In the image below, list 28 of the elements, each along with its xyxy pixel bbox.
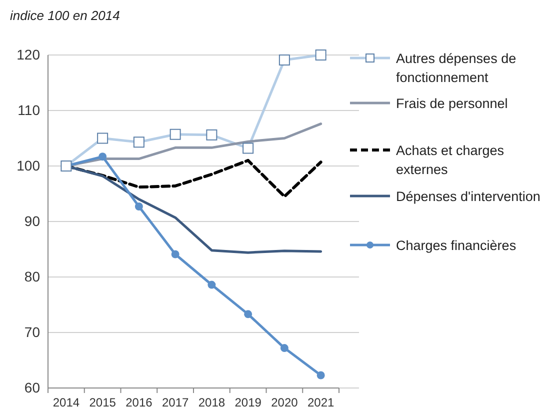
chart-subtitle: indice 100 en 2014 xyxy=(10,8,120,23)
legend-label: Frais de personnel xyxy=(396,96,508,111)
y-tick-label: 80 xyxy=(24,268,40,284)
x-tick-label: 2015 xyxy=(89,396,116,410)
legend-label: Achats et charges externes xyxy=(396,143,504,177)
x-tick-label: 2019 xyxy=(234,396,262,410)
x-tick-label: 2021 xyxy=(307,396,334,410)
x-tick-label: 2018 xyxy=(198,396,226,410)
x-tick-label: 2014 xyxy=(52,396,80,410)
x-tick-label: 2017 xyxy=(162,396,189,410)
legend-label: Autres dépenses de fonctionnement xyxy=(396,51,516,85)
point xyxy=(280,344,288,352)
point xyxy=(208,280,216,289)
x-tick-label: 2020 xyxy=(271,396,298,410)
y-tick-label: 100 xyxy=(16,157,40,174)
point xyxy=(134,202,143,211)
y-tick-label: 70 xyxy=(24,324,40,340)
y-tick-label: 60 xyxy=(24,379,40,396)
y-tick-label: 110 xyxy=(18,102,40,118)
y-tick-label: 90 xyxy=(24,212,40,229)
point xyxy=(171,250,180,258)
point xyxy=(316,371,325,380)
point xyxy=(244,310,252,318)
x-tick-label: 2016 xyxy=(126,396,153,410)
legend-label: Dépenses d'intervention xyxy=(396,189,540,204)
legend-label: Charges financières xyxy=(396,238,516,253)
y-tick-label: 120 xyxy=(16,46,40,62)
point xyxy=(98,152,107,161)
